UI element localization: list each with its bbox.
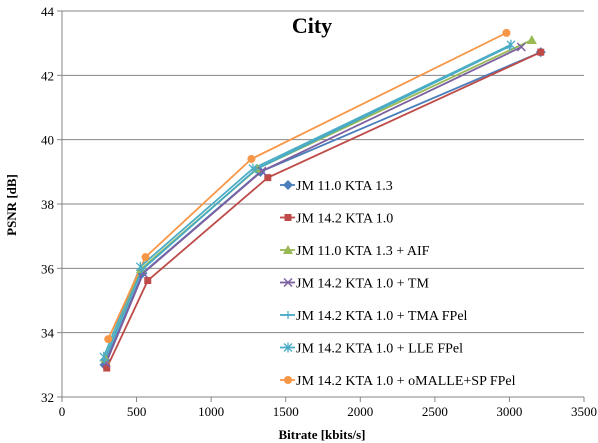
y-tick-label-42: 42 xyxy=(41,68,54,83)
data-point-s7-1 xyxy=(104,335,113,344)
legend-item-6: JM 14.2 KTA 1.0 + LLE FPel xyxy=(280,342,463,357)
legend-label: JM 11.0 KTA 1.3 xyxy=(296,179,393,194)
series-lines xyxy=(102,32,542,369)
legend-swatch-marker xyxy=(284,376,292,384)
legend-item-2: JM 14.2 KTA 1.0 xyxy=(280,212,393,227)
legend-item-5: JM 14.2 KTA 1.0 + TMA FPel xyxy=(280,309,468,324)
y-axis-title: PSNR [dB] xyxy=(4,174,19,236)
y-tick-labels: 32 34 36 38 40 42 44 xyxy=(41,4,62,405)
legend-swatch-marker xyxy=(283,342,293,353)
series-markers xyxy=(99,28,546,372)
series-line-6 xyxy=(102,43,512,358)
data-point-s4-4 xyxy=(516,42,526,52)
legend-swatch-marker xyxy=(283,245,293,254)
data-point-s7-4 xyxy=(502,28,511,37)
legend-item-1: JM 11.0 KTA 1.3 xyxy=(280,179,393,194)
data-point-s6-1 xyxy=(99,351,109,362)
x-tick-label-3000: 3000 xyxy=(496,404,522,419)
x-tick-label-2000: 2000 xyxy=(347,404,373,419)
legend-swatch-marker xyxy=(284,214,292,221)
data-point-s6-4 xyxy=(506,39,516,50)
x-tick-label-3500: 3500 xyxy=(571,404,597,419)
y-tick-label-40: 40 xyxy=(41,133,54,148)
y-tick-label-44: 44 xyxy=(41,4,55,19)
legend-label: JM 14.2 KTA 1.0 + TMA FPel xyxy=(296,309,468,324)
legend: JM 11.0 KTA 1.3 JM 14.2 KTA 1.0 JM 11.0 KT… xyxy=(280,179,516,389)
x-tick-label-2500: 2500 xyxy=(422,404,448,419)
x-tick-label-0: 0 xyxy=(59,404,66,419)
data-point-s4-3 xyxy=(257,166,267,176)
data-point-s2-3 xyxy=(264,174,272,182)
y-tick-label-32: 32 xyxy=(41,390,54,405)
y-tick-label-36: 36 xyxy=(41,261,55,276)
legend-item-7: JM 14.2 KTA 1.0 + oMALLE+SP FPel xyxy=(280,374,516,389)
data-point-s7-3 xyxy=(247,154,256,163)
x-tick-label-1000: 1000 xyxy=(198,404,224,419)
legend-item-3: JM 11.0 KTA 1.3 + AIF xyxy=(280,244,430,259)
legend-item-4: JM 14.2 KTA 1.0 + TM xyxy=(280,277,429,292)
legend-label: JM 14.2 KTA 1.0 + oMALLE+SP FPel xyxy=(296,374,516,389)
x-tick-labels: 0 500 1000 1500 2000 2500 3000 3500 xyxy=(59,397,597,419)
data-point-s2-4 xyxy=(537,48,545,56)
legend-label: JM 14.2 KTA 1.0 + LLE FPel xyxy=(296,342,463,357)
series-line-2 xyxy=(105,51,542,369)
legend-swatch-marker xyxy=(283,277,293,288)
series-line-4 xyxy=(105,46,522,364)
data-point-s2-1 xyxy=(103,364,111,372)
x-axis-title: Bitrate [kbits/s] xyxy=(278,427,365,442)
legend-swatch-marker xyxy=(284,311,292,319)
series-line-7 xyxy=(107,32,507,340)
y-tick-label-34: 34 xyxy=(41,326,55,341)
legend-label: JM 14.2 KTA 1.0 + TM xyxy=(296,277,429,292)
data-point-s2-2 xyxy=(144,277,152,285)
x-tick-label-1500: 1500 xyxy=(273,404,299,419)
x-tick-label-500: 500 xyxy=(127,404,147,419)
data-point-s6-3 xyxy=(248,163,258,174)
data-point-s6-2 xyxy=(135,261,145,272)
data-point-s7-2 xyxy=(141,253,150,262)
legend-label: JM 14.2 KTA 1.0 xyxy=(296,212,393,227)
legend-label: JM 11.0 KTA 1.3 + AIF xyxy=(296,244,430,259)
series-line-5 xyxy=(103,45,510,361)
y-tick-label-38: 38 xyxy=(41,197,54,212)
chart-title: City xyxy=(292,13,332,38)
data-point-s3-4 xyxy=(526,34,537,44)
legend-swatch-marker xyxy=(283,180,293,190)
data-point-s5-2 xyxy=(137,265,146,274)
